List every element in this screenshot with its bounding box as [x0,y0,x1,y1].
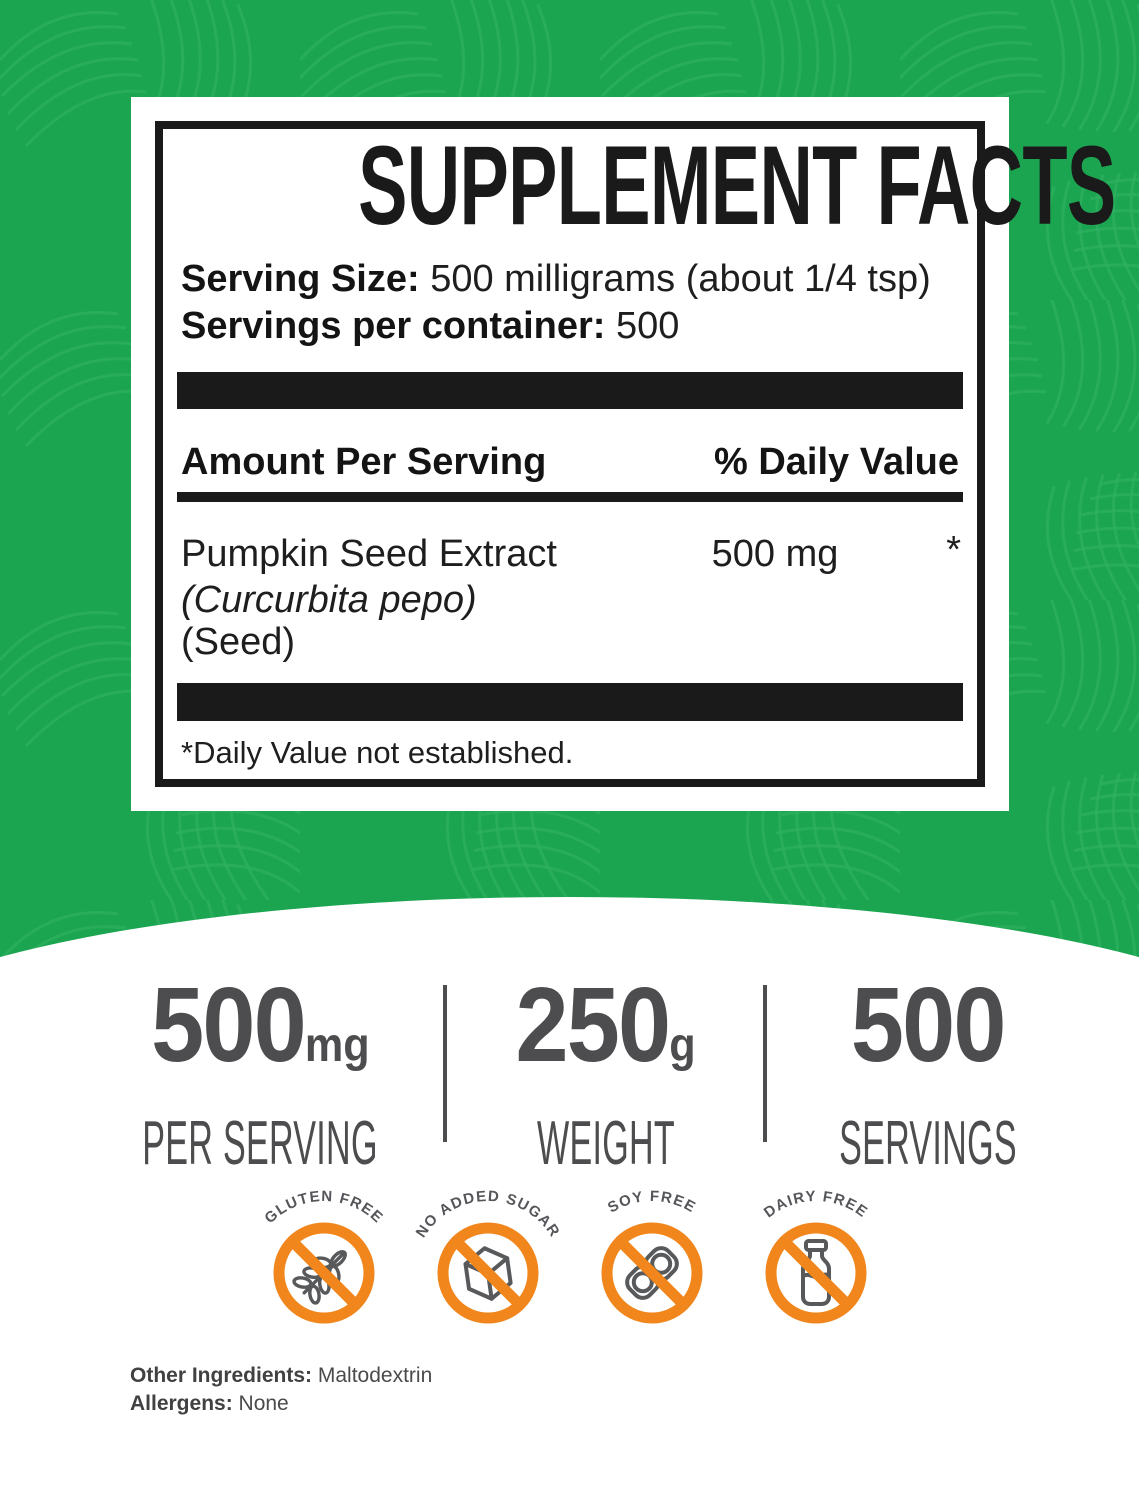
separator-bar-bottom [177,683,963,721]
header-rule [177,492,963,502]
prohibition-circle-icon [601,1222,702,1324]
no-added-sugar-badge: NO ADDED SUGAR [412,1188,562,1324]
amount-per-serving-header: Amount Per Serving [181,441,547,483]
prohibition-slash-icon [779,1237,852,1309]
stat-divider-left [443,985,447,1142]
supplement-facts-border-box: SUPPLEMENT FACTS Serving Size: 500 milli… [155,121,1116,787]
daily-value-footnote: *Daily Value not established. [181,735,574,770]
soy-free-label: SOY FREE [604,1188,697,1217]
svg-text:SOY FREE: SOY FREE [604,1188,698,1217]
ingredient-notes: Other Ingredients: Maltodextrin Allergen… [130,1362,432,1418]
supplement-facts-title: SUPPLEMENT FACTS [358,123,1116,248]
allergens-value: None [232,1392,289,1415]
dairy-free-badge: DAIRY FREE [760,1188,870,1324]
dairy-free-label: DAIRY FREE [760,1188,869,1222]
servings-per-container-label: Servings per container: [181,305,606,347]
other-ingredients-value: Maltodextrin [312,1364,433,1387]
svg-text:GLUTEN FREE: GLUTEN FREE [261,1188,386,1227]
prohibition-slash-icon [451,1237,524,1309]
prohibition-slash-icon [287,1237,360,1309]
nutrient-latin-name: (Curcurbita pepo) [181,579,477,621]
other-ingredients-line: Other Ingredients: Maltodextrin [130,1362,432,1390]
svg-text:DAIRY FREE: DAIRY FREE [760,1188,870,1222]
stat-per-serving-label: PER SERVING [142,1109,378,1178]
stat-servings: 500 SERVINGS [766,972,1089,1175]
stat-weight: 250g WEIGHT [481,972,732,1175]
stat-per-serving: 500mg PER SERVING [46,972,474,1175]
stat-divider-right [763,985,767,1142]
gluten-free-label: GLUTEN FREE [261,1188,385,1227]
stat-weight-number: 250g [515,966,697,1084]
stat-weight-label: WEIGHT [536,1109,676,1178]
curved-section-divider [0,897,1139,1500]
soy-free-badge: SOY FREE [601,1188,702,1324]
nutrient-name: Pumpkin Seed Extract [181,533,557,575]
prohibition-circle-icon [273,1222,374,1324]
servings-per-container-line: Servings per container: 500 [181,304,959,348]
gluten-free-badge: GLUTEN FREE [261,1188,386,1324]
stat-servings-label: SERVINGS [839,1109,1017,1178]
serving-size-value: 500 milligrams (about 1/4 tsp) [419,258,931,300]
facts-header-row: Amount Per Serving % Daily Value [181,441,959,484]
servings-per-container-value: 500 [605,305,680,347]
allergens-line: Allergens: None [130,1390,432,1418]
serving-size-line: Serving Size: 500 milligrams (about 1/4 … [181,257,959,301]
nutrient-daily-value: * [946,529,961,571]
allergens-label: Allergens: [130,1392,233,1415]
prohibition-circle-icon [765,1222,866,1324]
dietary-badges-row: GLUTEN FREE NO ADDED SUGAR [0,1179,1139,1331]
nutrient-plant-part: (Seed) [181,621,296,663]
prohibition-circle-icon [437,1222,538,1324]
supplement-facts-panel: SUPPLEMENT FACTS Serving Size: 500 milli… [131,97,1116,811]
serving-size-label: Serving Size: [181,258,420,300]
stat-servings-number: 500 [851,966,1007,1084]
prohibition-slash-icon [615,1237,688,1309]
separator-bar-top [177,372,963,409]
other-ingredients-label: Other Ingredients: [130,1364,313,1387]
daily-value-header: % Daily Value [713,441,959,483]
nutrient-row: Pumpkin Seed Extract 500 mg * [163,529,977,577]
stat-per-serving-number: 500mg [150,966,370,1084]
nutrient-amount: 500 mg [711,533,839,575]
